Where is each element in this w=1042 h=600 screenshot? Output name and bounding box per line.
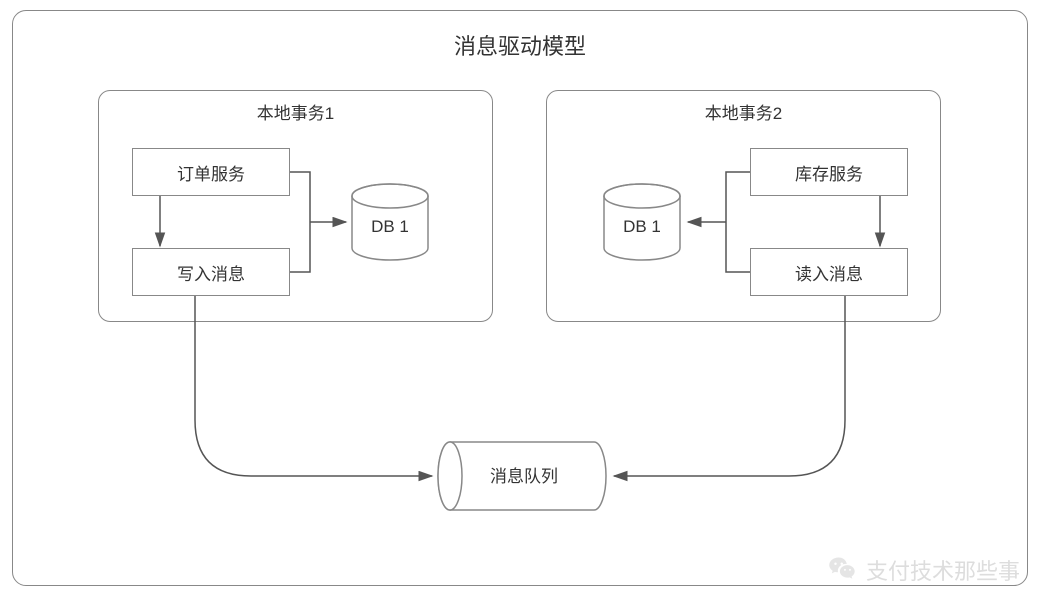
node-label: 写入消息 bbox=[177, 260, 245, 285]
node-read-msg: 读入消息 bbox=[750, 248, 908, 296]
node-write-msg: 写入消息 bbox=[132, 248, 290, 296]
wechat-icon bbox=[828, 555, 858, 585]
node-label: 读入消息 bbox=[795, 260, 863, 285]
watermark-text: 支付技术那些事 bbox=[866, 554, 1020, 586]
watermark: 支付技术那些事 bbox=[828, 554, 1020, 586]
node-order-service: 订单服务 bbox=[132, 148, 290, 196]
diagram-title: 消息驱动模型 bbox=[454, 29, 586, 61]
node-label: 库存服务 bbox=[795, 160, 863, 185]
group-1-title: 本地事务1 bbox=[257, 99, 334, 124]
group-2-title: 本地事务2 bbox=[705, 99, 782, 124]
node-stock-service: 库存服务 bbox=[750, 148, 908, 196]
node-label: 订单服务 bbox=[177, 160, 245, 185]
